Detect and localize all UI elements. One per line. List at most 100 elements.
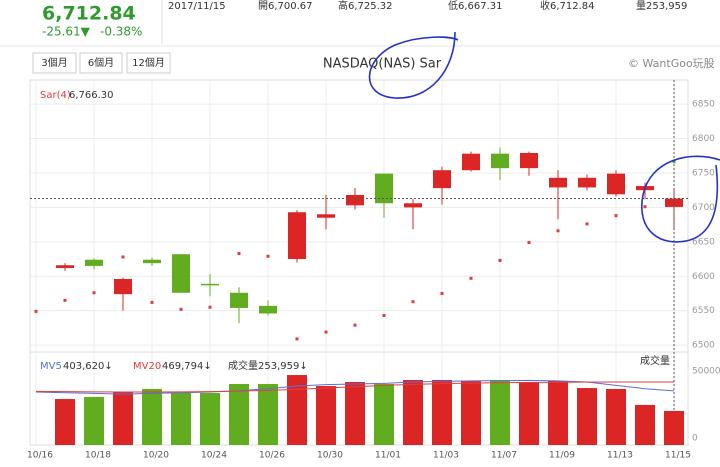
candle-body: [665, 198, 683, 207]
button-label[interactable]: 3個月: [41, 56, 67, 69]
volume-bar: [606, 388, 626, 445]
volume-bar: [519, 382, 539, 445]
candle-body: [85, 259, 103, 266]
volume-bar: [345, 382, 365, 445]
volume-legend: 成交量: [228, 359, 258, 372]
button-label[interactable]: 12個月: [132, 56, 165, 69]
date: 2017/11/15: [168, 1, 226, 12]
x-tick-label: 11/03: [433, 451, 459, 461]
candle-body: [433, 170, 451, 189]
candle-body: [143, 259, 161, 264]
volume-bar: [548, 380, 568, 445]
volume-bar: [200, 392, 220, 445]
candle-body: [607, 173, 625, 195]
volume-bar: [403, 379, 423, 445]
candle-body: [56, 265, 74, 268]
range-button[interactable]: [126, 52, 171, 74]
sar-dot: [295, 337, 299, 341]
candle-body: [375, 173, 393, 204]
open: 開6,700.67: [258, 0, 313, 12]
volume-bar: [374, 384, 394, 445]
button-label[interactable]: 6個月: [88, 56, 114, 69]
candle-body: [172, 254, 190, 293]
change: -25.61▼: [42, 25, 91, 39]
sar-dot: [63, 298, 67, 302]
volume-panel-title: 成交量: [640, 354, 670, 367]
volume-bar: [664, 410, 684, 445]
candle-body: [462, 153, 480, 171]
volume-bar: [577, 388, 597, 445]
x-tick-label: 11/15: [665, 451, 691, 461]
sar-dot: [643, 205, 647, 209]
sar-dot: [324, 330, 328, 334]
ma-legend-value: 469,794↓: [162, 361, 212, 372]
x-tick-label: 11/01: [375, 451, 401, 461]
ma-legend: MV20: [133, 361, 161, 372]
x-tick-label: 10/24: [201, 451, 227, 461]
sar-dot: [498, 258, 502, 262]
sar-dot: [382, 314, 386, 318]
copyright: © WantGoo玩股: [628, 57, 715, 70]
volume-bar: [55, 399, 75, 445]
ma-line: [35, 381, 675, 393]
x-tick-label: 11/07: [491, 451, 517, 461]
close: 收6,712.84: [540, 0, 595, 12]
sar-legend: Sar(4): [40, 90, 71, 101]
sar-dot: [585, 222, 589, 226]
sar-dot: [121, 255, 125, 259]
candle-body: [520, 152, 538, 169]
volume-bar: [229, 384, 249, 445]
volume-bar: [142, 388, 162, 445]
candle-body: [404, 203, 422, 208]
y-tick-label: 6700: [692, 203, 715, 213]
x-tick-label: 11/13: [607, 451, 633, 461]
volume-bar: [287, 375, 307, 445]
volume-bar: [258, 384, 278, 445]
sar-dot: [92, 291, 96, 295]
sar-dot: [440, 291, 444, 295]
volume-bar: [490, 379, 510, 445]
volume-bar: [635, 404, 655, 445]
range-button[interactable]: [32, 52, 77, 74]
candle-body: [578, 177, 596, 188]
sar-dot: [150, 300, 154, 304]
sar-dot: [266, 254, 270, 258]
y-tick-label: 6750: [692, 168, 715, 178]
volume-bar: [84, 397, 104, 445]
sar-dot: [556, 229, 560, 233]
volume-bar: [171, 392, 191, 445]
annotation-circle: [368, 31, 459, 99]
y-tick-label: 6800: [692, 134, 715, 144]
annotation-circle: [641, 155, 720, 243]
ma-line: [35, 379, 675, 395]
volume-bar: [461, 380, 481, 445]
y-tick-label: 6600: [692, 272, 715, 282]
sar-dot: [614, 214, 618, 218]
volume-bar: [316, 386, 336, 445]
low: 低6,667.31: [448, 0, 503, 12]
sar-dot: [179, 307, 183, 311]
candle-body: [259, 305, 277, 314]
sar-dot: [527, 241, 531, 245]
y-tick-label: 500000: [692, 366, 720, 376]
x-tick-label: 11/09: [549, 451, 575, 461]
sar-dot: [411, 300, 415, 304]
candle-body: [491, 153, 509, 169]
y-tick-label: 6550: [692, 306, 715, 316]
range-button[interactable]: [79, 52, 123, 74]
x-tick-label: 10/30: [317, 451, 343, 461]
ma-legend: MV5: [40, 361, 62, 372]
x-tick-label: 10/18: [85, 451, 111, 461]
volume-bar: [432, 379, 452, 445]
sar-dot: [469, 276, 473, 280]
volume-bar: [113, 391, 133, 445]
candle-body: [114, 279, 132, 295]
chart-title: NASDAQ(NAS) Sar: [323, 57, 442, 72]
candle-body: [201, 283, 219, 286]
y-tick-label: 0: [692, 434, 698, 444]
sar-dot: [208, 305, 212, 309]
sar-dot: [353, 323, 357, 327]
y-tick-label: 6650: [692, 237, 715, 247]
volume-legend-value: 253,959↓: [258, 361, 308, 372]
y-tick-label: 6500: [692, 341, 715, 351]
